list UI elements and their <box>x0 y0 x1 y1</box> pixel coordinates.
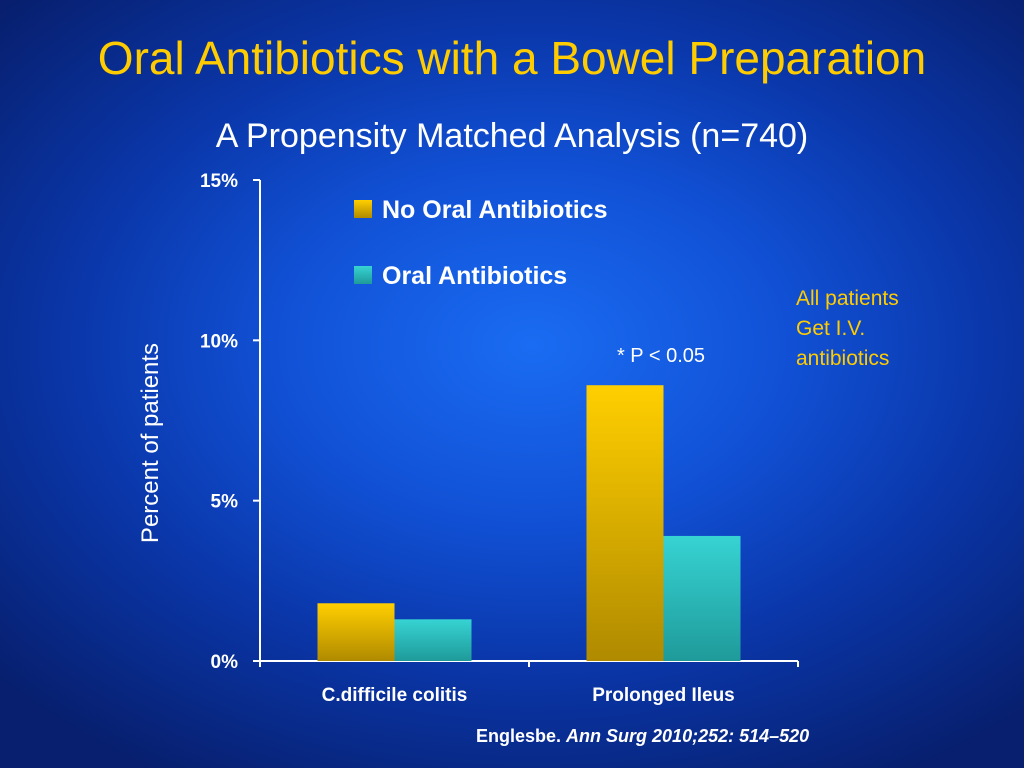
bars <box>317 385 741 661</box>
citation: Englesbe. Ann Surg 2010;252: 514–520 <box>476 724 809 748</box>
x-tick-label: C.difficile colitis <box>322 685 468 706</box>
note-line-1: All patients <box>796 287 899 310</box>
y-tick-label: 5% <box>211 492 239 513</box>
legend-label: Oral Antibiotics <box>382 262 567 290</box>
slide-subtitle: A Propensity Matched Analysis (n=740) <box>215 117 809 155</box>
significance-annotation: * P < 0.05 <box>617 345 705 367</box>
note-line-3: antibiotics <box>796 347 890 370</box>
note-line-2: Get I.V. <box>796 317 866 340</box>
bar <box>394 619 472 661</box>
citation-journal: Ann Surg 2010;252: 514–520 <box>566 726 810 746</box>
y-tick-label: 15% <box>200 171 238 192</box>
bar <box>663 535 741 661</box>
y-tick-label: 10% <box>200 331 238 352</box>
iv-antibiotics-note: All patients Get I.V. antibiotics <box>796 284 996 374</box>
bar <box>586 385 664 661</box>
legend-swatch <box>354 266 372 284</box>
citation-author: Englesbe. <box>476 726 562 746</box>
x-tick-label: Prolonged Ileus <box>592 685 735 706</box>
axis-labels: 0% 5% 10% 15% C.difficile colitis Prolonged I… <box>200 171 735 706</box>
y-axis-title: Percent of patients <box>137 343 164 543</box>
legend-swatch <box>354 200 372 218</box>
legend-label: No Oral Antibiotics <box>382 196 607 224</box>
slide-title: Oral Antibiotics with a Bowel Preparatio… <box>97 32 927 84</box>
legend: No Oral Antibiotics Oral Antibiotics <box>354 196 607 290</box>
bar <box>317 603 395 661</box>
y-tick-label: 0% <box>211 652 239 673</box>
